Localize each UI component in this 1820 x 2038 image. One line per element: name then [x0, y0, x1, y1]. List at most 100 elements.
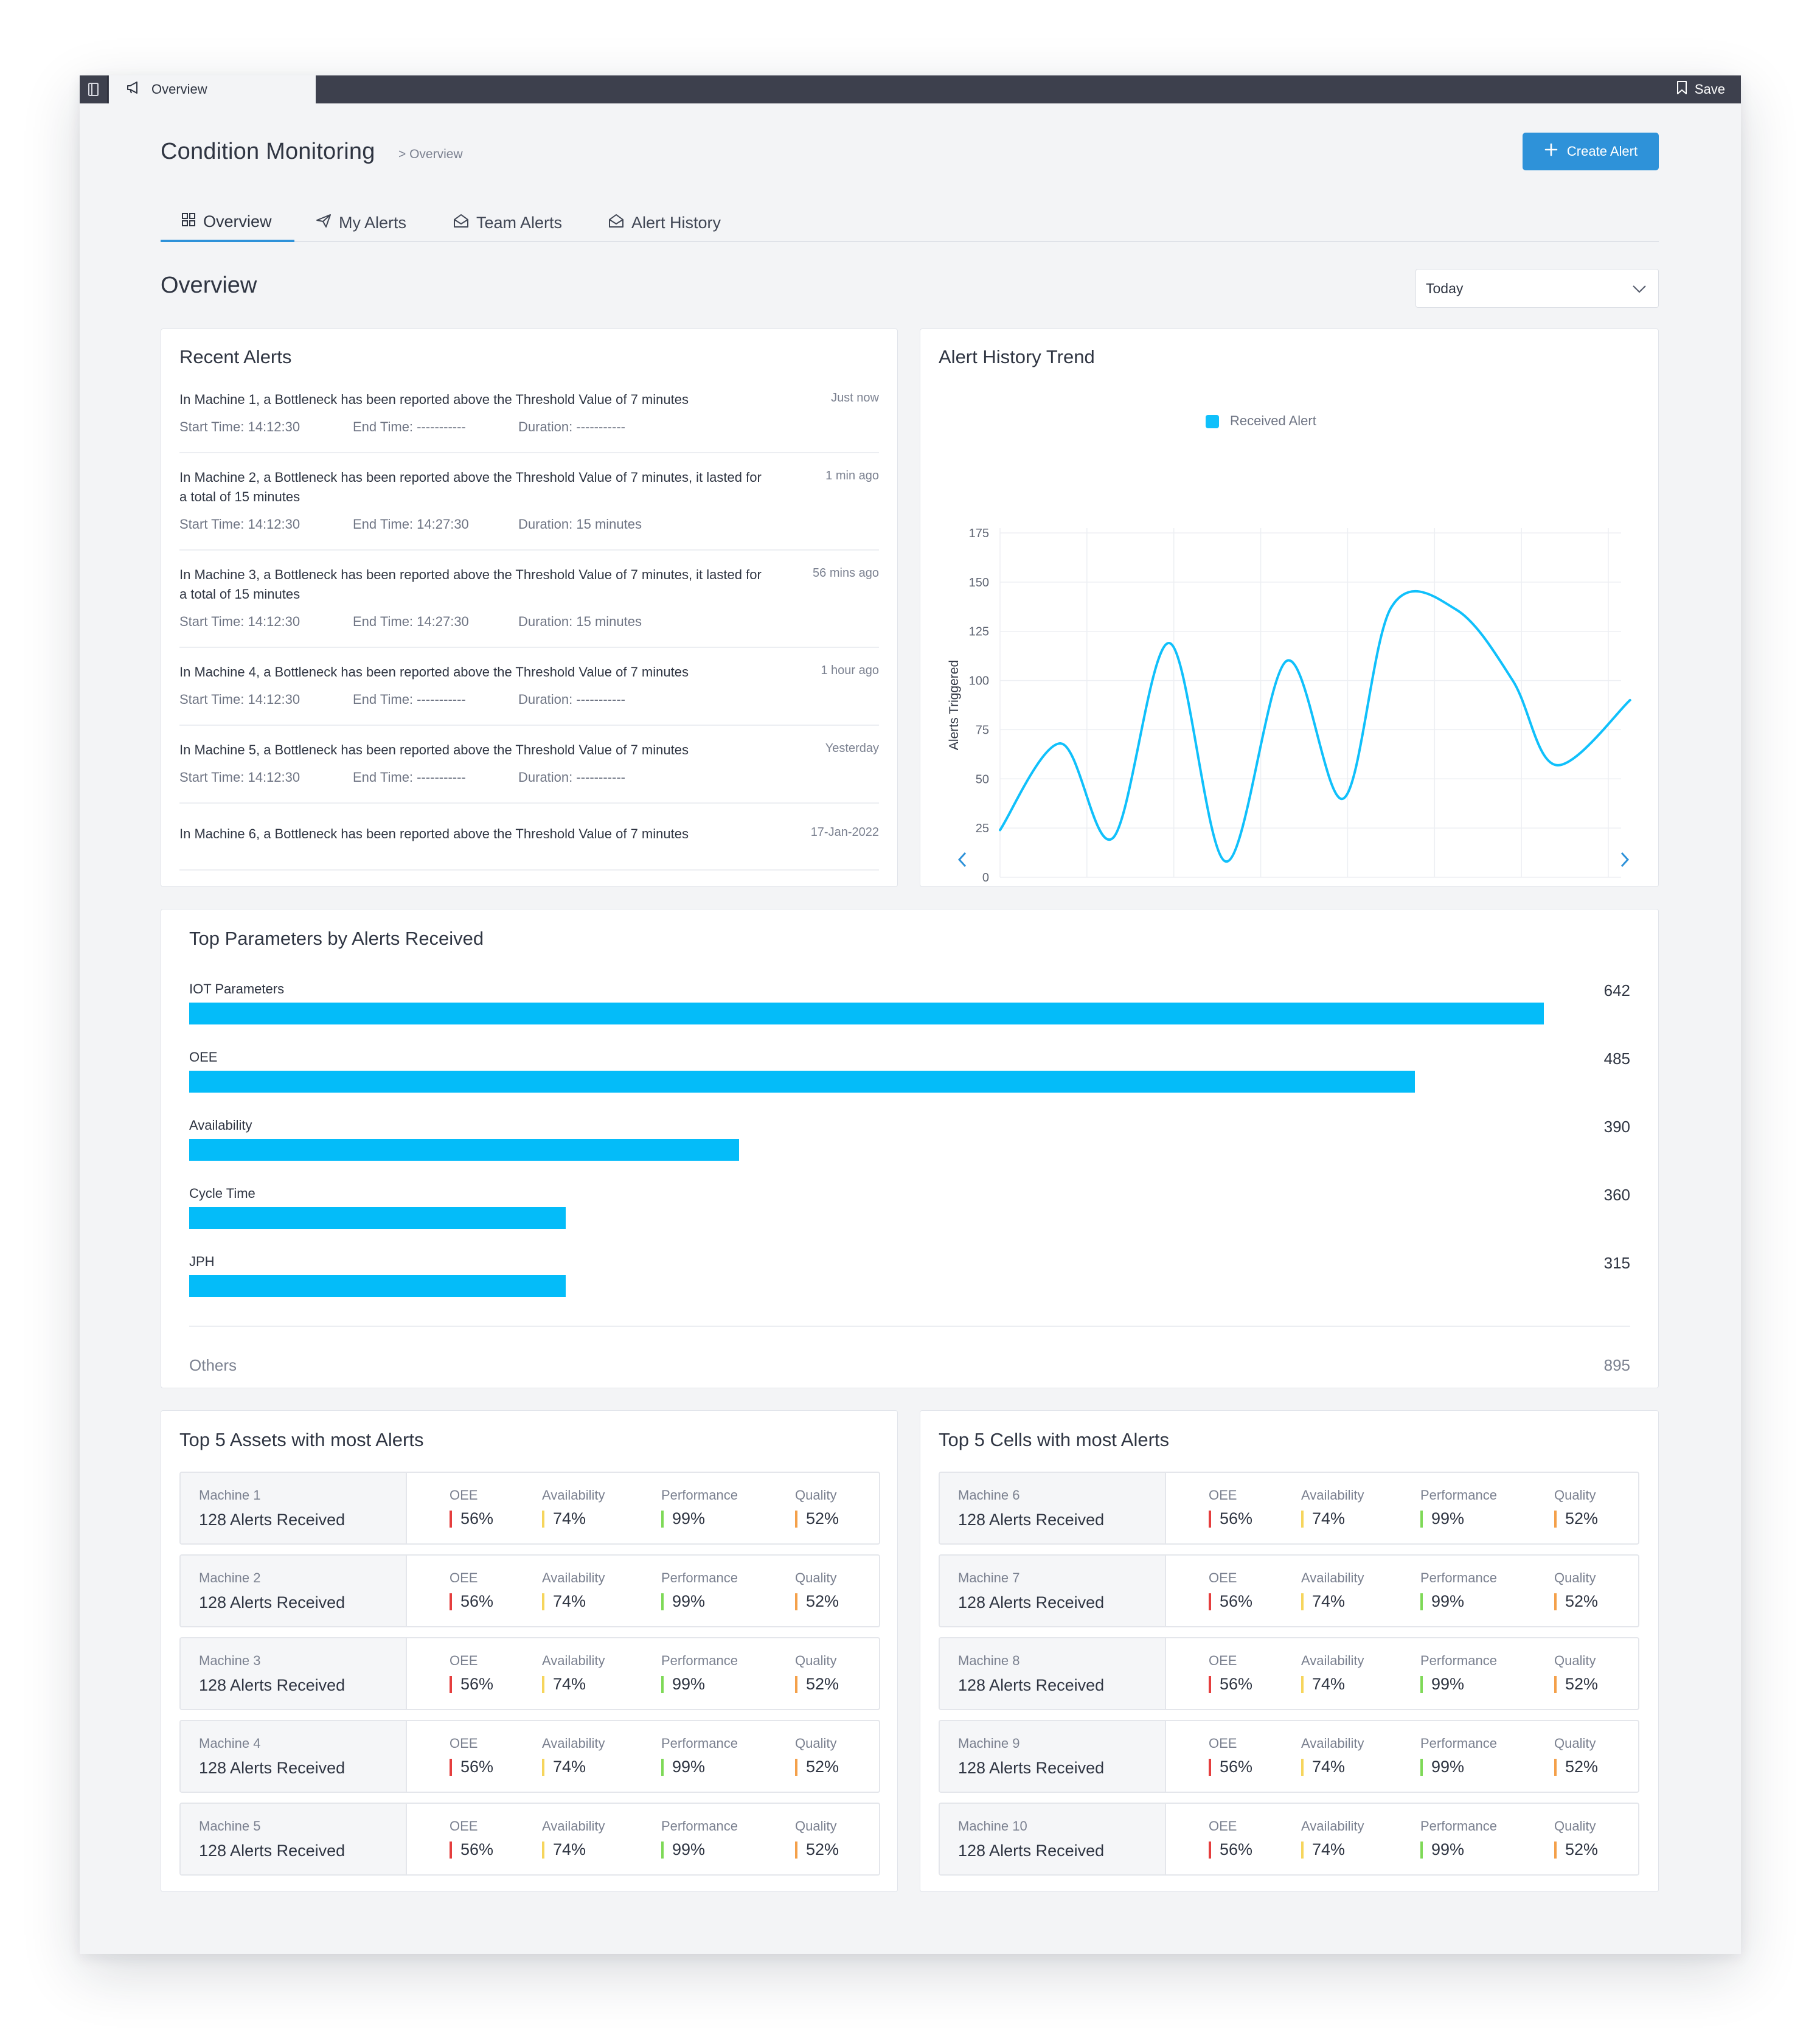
- asset-summary: Machine 3 128 Alerts Received: [181, 1638, 407, 1709]
- alert-duration: Duration: -----------: [518, 692, 625, 707]
- metric-value: 52%: [806, 1758, 839, 1776]
- metric-value: 56%: [1220, 1758, 1253, 1776]
- metric-value: 74%: [553, 1840, 586, 1859]
- alert-time: 17-Jan-2022: [810, 826, 879, 839]
- document-icon[interactable]: [80, 75, 108, 103]
- series-line-received-alert: [999, 589, 1631, 863]
- asset-summary: Machine 7 128 Alerts Received: [940, 1556, 1166, 1626]
- others-label: Others: [189, 1356, 237, 1374]
- metric-label: Performance: [1420, 1570, 1497, 1585]
- asset-row[interactable]: Machine 9 128 Alerts Received OEE 56% Availa…: [939, 1720, 1639, 1793]
- asset-name: Machine 7: [958, 1570, 1020, 1585]
- alert-time: Yesterday: [825, 742, 879, 755]
- tab-team-alerts[interactable]: Team Alerts: [453, 203, 562, 242]
- metric-indicator: [661, 1675, 664, 1693]
- asset-row[interactable]: Machine 6 128 Alerts Received OEE 56% Availa…: [939, 1472, 1639, 1545]
- bar-fill[interactable]: [189, 1207, 566, 1229]
- asset-row[interactable]: Machine 7 128 Alerts Received OEE 56% Availa…: [939, 1554, 1639, 1627]
- y-axis-label: Alerts Triggered: [947, 660, 961, 750]
- plus-icon: [1544, 142, 1558, 161]
- bar-fill[interactable]: [189, 1139, 740, 1161]
- tab-label: Overview: [203, 212, 272, 231]
- tab-label: Team Alerts: [476, 213, 563, 232]
- metric-label: Availability: [1301, 1653, 1364, 1668]
- asset-alert-count: 128 Alerts Received: [199, 1842, 346, 1860]
- metric-quality: Quality 52%: [1554, 1653, 1598, 1694]
- y-tick-label: 150: [969, 576, 989, 589]
- window-tab-overview[interactable]: Overview: [109, 75, 316, 103]
- legend-label[interactable]: Received Alert: [1230, 413, 1316, 428]
- app-window: Overview Save Condition Monitoring > Ove…: [80, 75, 1741, 1954]
- asset-row[interactable]: Machine 2 128 Alerts Received OEE 56% Availa…: [179, 1554, 880, 1627]
- metric-availability: Availability 74%: [542, 1653, 605, 1694]
- bar-label: IOT Parameters: [189, 981, 285, 996]
- tab-my-alerts[interactable]: My Alerts: [316, 203, 406, 242]
- asset-row[interactable]: Machine 5 128 Alerts Received OEE 56% Availa…: [179, 1803, 880, 1876]
- asset-row[interactable]: Machine 3 128 Alerts Received OEE 56% Availa…: [179, 1637, 880, 1710]
- metric-indicator: [542, 1841, 544, 1859]
- metric-indicator: [1554, 1675, 1557, 1693]
- metric-quality: Quality 52%: [795, 1487, 839, 1528]
- alert-item[interactable]: In Machine 5, a Bottleneck has been repo…: [179, 740, 879, 804]
- metric-label: OEE: [450, 1487, 478, 1503]
- asset-row[interactable]: Machine 10 128 Alerts Received OEE 56% Avail…: [939, 1803, 1639, 1876]
- metric-indicator: [450, 1675, 452, 1693]
- y-tick-label: 0: [982, 871, 989, 885]
- metric-value: 74%: [553, 1509, 586, 1528]
- alert-item[interactable]: In Machine 1, a Bottleneck has been repo…: [179, 390, 879, 453]
- alert-duration: Duration: -----------: [518, 770, 625, 785]
- date-range-select[interactable]: Today: [1415, 269, 1659, 308]
- create-alert-button[interactable]: Create Alert: [1523, 133, 1659, 170]
- metric-performance: Performance 99%: [661, 1653, 738, 1694]
- bar-fill[interactable]: [189, 1071, 1415, 1093]
- asset-row[interactable]: Machine 4 128 Alerts Received OEE 56% Availa…: [179, 1720, 880, 1793]
- others-value: 895: [1603, 1356, 1630, 1374]
- metric-performance: Performance 99%: [1420, 1818, 1497, 1859]
- envelope-open-icon: [608, 214, 624, 232]
- alert-end-time: End Time: 14:27:30: [353, 516, 469, 532]
- metric-label: OEE: [450, 1570, 478, 1585]
- metric-value: 52%: [1565, 1840, 1599, 1859]
- trend-chart: 02550751001251501756am7am8am9am10am11am1…: [947, 527, 1631, 885]
- save-button[interactable]: Save: [1676, 75, 1725, 103]
- tab-alert-history[interactable]: Alert History: [608, 203, 721, 242]
- asset-summary: Machine 6 128 Alerts Received: [940, 1473, 1166, 1543]
- metric-indicator: [450, 1841, 452, 1859]
- metric-value: 74%: [553, 1592, 586, 1610]
- tab-overview[interactable]: Overview: [161, 203, 294, 242]
- chevron-left-icon[interactable]: [957, 852, 967, 868]
- metric-label: Availability: [1301, 1736, 1364, 1751]
- metric-label: Performance: [661, 1570, 738, 1585]
- breadcrumb[interactable]: > Overview: [398, 147, 463, 161]
- send-icon: [316, 214, 332, 232]
- chevron-right-icon[interactable]: [1620, 852, 1630, 868]
- asset-name: Machine 8: [958, 1653, 1020, 1668]
- chevron-down-icon: [1631, 282, 1647, 300]
- card-title: Top 5 Cells with most Alerts: [939, 1429, 1170, 1450]
- metric-indicator: [1554, 1841, 1557, 1859]
- alert-message: In Machine 6, a Bottleneck has been repo…: [179, 826, 689, 841]
- metric-indicator: [1420, 1675, 1423, 1693]
- metric-value: 74%: [553, 1675, 586, 1693]
- asset-name: Machine 9: [958, 1736, 1020, 1751]
- legend-swatch[interactable]: [1206, 415, 1219, 428]
- asset-row[interactable]: Machine 8 128 Alerts Received OEE 56% Availa…: [939, 1637, 1639, 1710]
- alert-item[interactable]: In Machine 4, a Bottleneck has been repo…: [179, 663, 879, 726]
- metric-value: 56%: [1220, 1592, 1253, 1610]
- metric-value: 74%: [1312, 1509, 1346, 1528]
- alert-item[interactable]: In Machine 6, a Bottleneck has been repo…: [179, 824, 879, 871]
- bar-label: Availability: [189, 1118, 252, 1133]
- bar-fill[interactable]: [189, 1003, 1544, 1024]
- metric-label: Availability: [542, 1653, 605, 1668]
- bar-fill[interactable]: [189, 1275, 566, 1297]
- metric-label: Quality: [795, 1487, 837, 1503]
- alert-item[interactable]: In Machine 3, a Bottleneck has been repo…: [179, 565, 879, 648]
- alert-duration: Duration: -----------: [518, 419, 625, 434]
- asset-summary: Machine 2 128 Alerts Received: [181, 1556, 407, 1626]
- metric-indicator: [1301, 1758, 1304, 1776]
- alert-history-trend-card: Alert History Trend Received Alert 0 25 50…: [920, 329, 1659, 887]
- asset-row[interactable]: Machine 1 128 Alerts Received OEE 56% Availa…: [179, 1472, 880, 1545]
- alert-item[interactable]: In Machine 2, a Bottleneck has been repo…: [179, 468, 879, 551]
- alert-start-time: Start Time: 14:12:30: [179, 419, 300, 434]
- asset-alert-count: 128 Alerts Received: [958, 1842, 1105, 1860]
